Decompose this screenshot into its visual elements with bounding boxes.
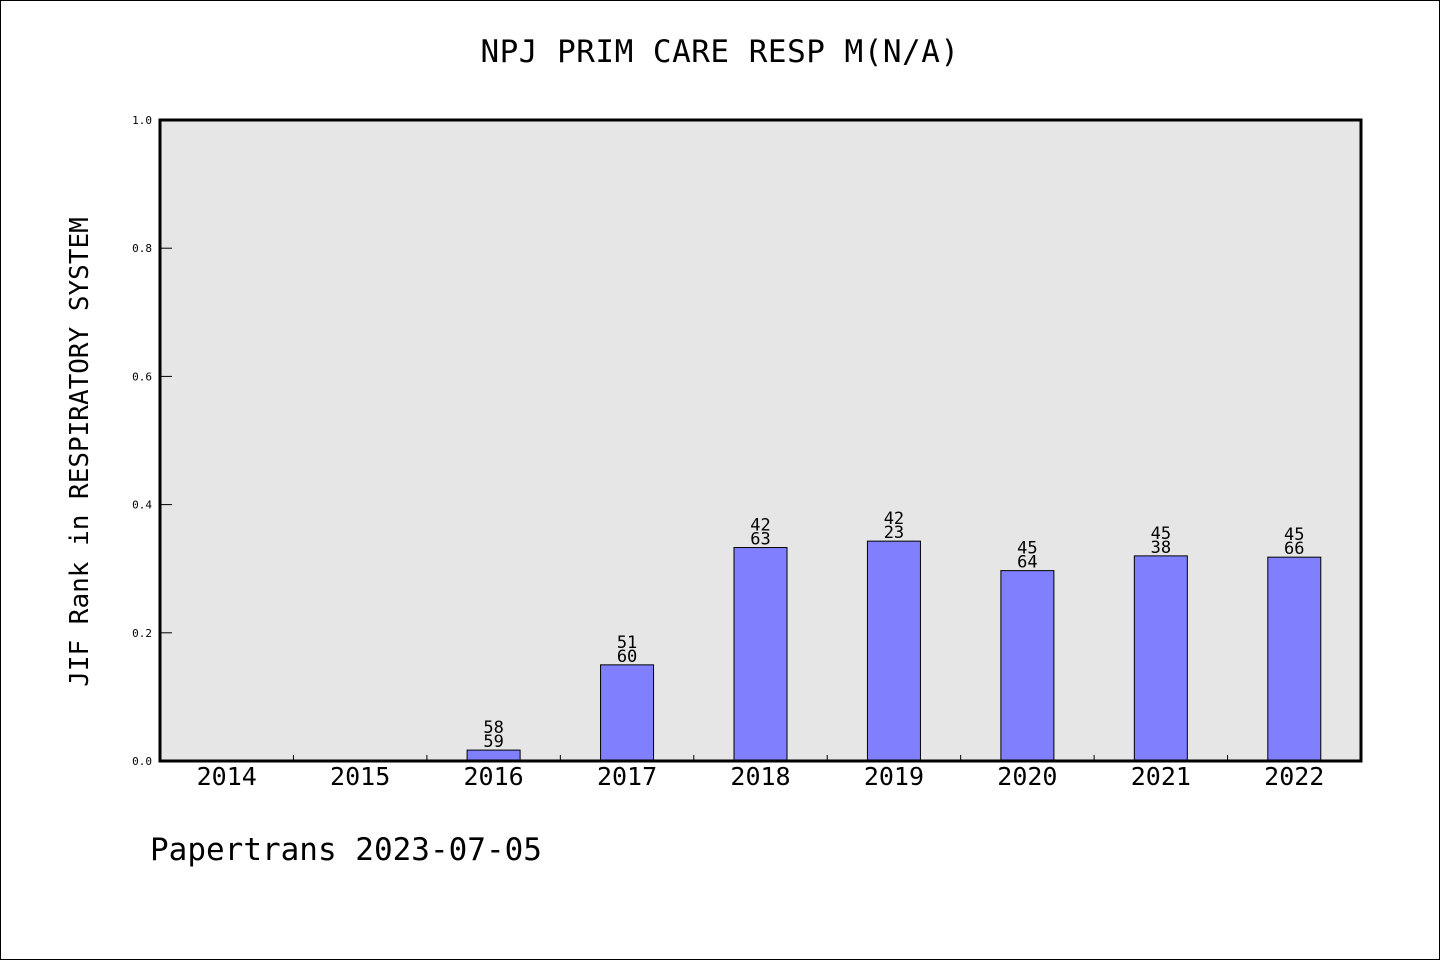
x-tick-label-2019: 2019 xyxy=(864,762,924,791)
y-tick-label: 0.4 xyxy=(132,499,152,512)
x-tick-label-2018: 2018 xyxy=(730,762,790,791)
x-tick-label-2017: 2017 xyxy=(597,762,657,791)
bar-label-bottom-2022: 66 xyxy=(1284,539,1304,559)
x-tick-label-2022: 2022 xyxy=(1264,762,1324,791)
bar-label-top-2022: 45 xyxy=(1284,525,1304,545)
bar-label-top-2019: 42 xyxy=(884,509,904,529)
bar-2019 xyxy=(866,540,921,762)
plot-border xyxy=(158,118,1363,763)
bar-2018 xyxy=(733,547,788,762)
bar-label-bottom-2017: 60 xyxy=(617,647,637,667)
y-tick-label: 0.6 xyxy=(132,370,152,383)
y-tick-label: 1.0 xyxy=(132,114,152,127)
y-tick-label: 0.8 xyxy=(132,242,152,255)
bar-label-bottom-2020: 64 xyxy=(1017,553,1037,573)
bar-2022 xyxy=(1267,556,1322,762)
y-tick-label: 0.0 xyxy=(132,755,152,768)
y-tick-label: 0.2 xyxy=(132,627,152,640)
x-tick-label-2020: 2020 xyxy=(997,762,1057,791)
bar-label-top-2020: 45 xyxy=(1017,539,1037,559)
bar-label-top-2021: 45 xyxy=(1151,524,1171,544)
bar-label-top-2018: 42 xyxy=(750,516,770,536)
bar-2020 xyxy=(1000,570,1055,762)
bar-label-bottom-2018: 63 xyxy=(750,530,770,550)
bar-label-bottom-2019: 23 xyxy=(884,523,904,543)
bar-label-bottom-2016: 59 xyxy=(483,732,503,752)
bar-2017 xyxy=(600,664,655,762)
bar-label-top-2016: 58 xyxy=(483,718,503,738)
bar-label-bottom-2021: 38 xyxy=(1151,538,1171,558)
x-tick-label-2016: 2016 xyxy=(464,762,524,791)
x-tick-label-2021: 2021 xyxy=(1131,762,1191,791)
bar-label-top-2017: 51 xyxy=(617,633,637,653)
bar-2021 xyxy=(1133,555,1188,762)
chart-title: NPJ PRIM CARE RESP M(N/A) xyxy=(480,34,960,70)
x-tick-label-2014: 2014 xyxy=(197,762,257,791)
x-tick-label-2015: 2015 xyxy=(330,762,390,791)
footer-watermark: Papertrans 2023-07-05 xyxy=(150,832,542,868)
